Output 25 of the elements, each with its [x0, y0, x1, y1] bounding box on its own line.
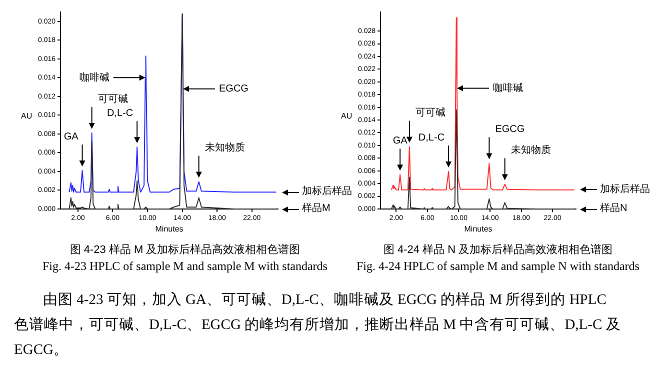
- text: Fig. 4-23 HPLC of sample M and sample M with standards: [42, 259, 328, 274]
- annotation: 咖啡碱: [79, 71, 110, 84]
- annotation: 未知物质: [204, 142, 245, 154]
- text: 由图 4-23 可知，加入 GA、可可碱、D,L-C、咖啡碱及 EGCG 的样品 M 所得到的 HPLC 色谱峰中，可可碱、D,L-C、EGCG 的峰均有所增加，推断出样品 M 中含有可可碱、D,L-C 及 EGCG。: [14, 291, 622, 360]
- text: 加标后样品: [302, 186, 352, 198]
- annotation: GA: [64, 131, 79, 142]
- annotation: 未知物质: [510, 144, 551, 156]
- y-axis-title: AU: [21, 112, 32, 121]
- annotation: D,L-C: [418, 132, 445, 144]
- annotation: EGCG: [495, 124, 525, 135]
- text: 样品N: [600, 203, 628, 215]
- annotation: EGCG: [219, 84, 249, 95]
- annotation: 可可碱: [415, 106, 446, 118]
- annotation: 可可碱: [98, 92, 128, 105]
- annotation: GA: [392, 135, 408, 146]
- text: 图 4-23 样品 M 及加标后样品高效液相相色谱图: [68, 242, 302, 257]
- text: Fig. 4-24 HPLC of sample M and sample N with standards: [356, 259, 640, 274]
- x-axis-title: Minutes: [155, 224, 184, 234]
- annotation: D,L-C: [106, 108, 134, 119]
- annotation: 咖啡碱: [492, 82, 523, 94]
- y-axis-title: AU: [341, 112, 352, 121]
- x-axis-title: Minutes: [464, 224, 492, 234]
- text: 图 4-24 样品 N 及加标后样品高效液相相色谱图: [382, 242, 614, 257]
- text: 样品M: [302, 203, 330, 215]
- text: 加标后样品: [600, 184, 650, 196]
